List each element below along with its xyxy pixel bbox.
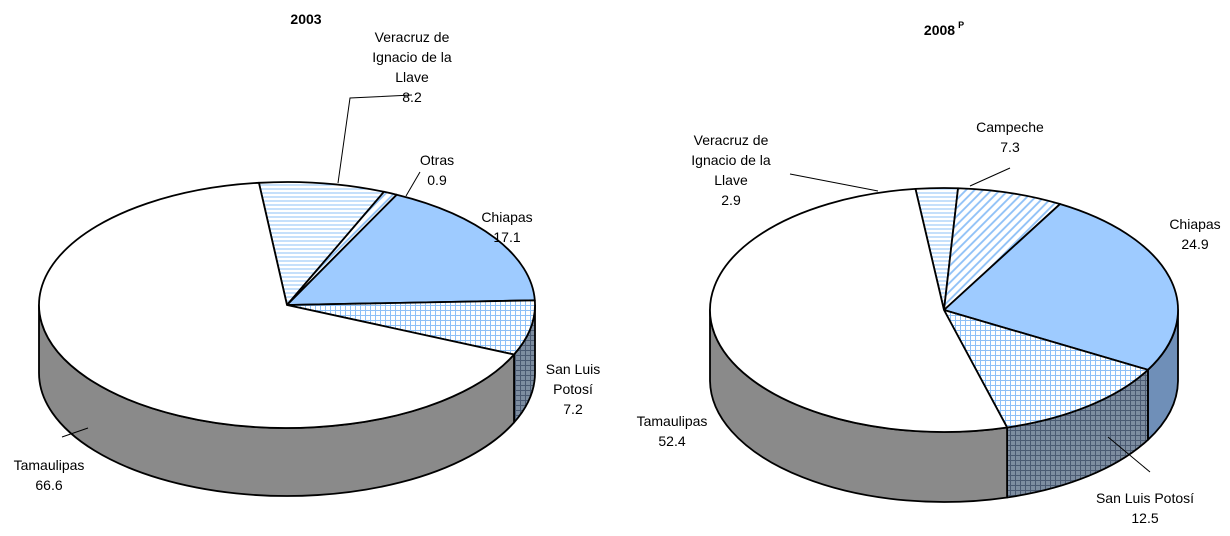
- pie-slice-tamaulipas: [38, 181, 515, 429]
- slice-value: 0.9: [427, 172, 447, 188]
- slice-label-campeche: Campeche 7.3: [976, 119, 1044, 155]
- slice-name: Llave: [714, 172, 748, 188]
- slice-value: 12.5: [1131, 510, 1158, 526]
- pie-slice-campeche: [943, 187, 1061, 311]
- slice-name: Otras: [420, 152, 454, 168]
- slice-name: San Luis: [546, 361, 600, 377]
- slice-name: Tamaulipas: [637, 413, 708, 429]
- slice-name: Veracruz de: [375, 29, 450, 45]
- slice-value: 7.3: [1000, 139, 1020, 155]
- pie-slice-tamaulipas: [709, 188, 1008, 433]
- slice-name: Tamaulipas: [14, 457, 85, 473]
- slice-name: Potosí: [553, 381, 593, 397]
- pie-slice-san-luis-potosi: [943, 309, 1149, 429]
- pie-slice-san-luis-potosi: [286, 299, 536, 356]
- slice-name: Chiapas: [481, 209, 532, 225]
- chart-title: 2003: [290, 11, 321, 27]
- slice-value: 8.2: [402, 89, 422, 105]
- pie-slice-veracruz-de-ignacio-de-la-llave: [258, 181, 385, 306]
- leader-line-tamaulipas: [61, 427, 89, 438]
- pie-chart-2008: 2008 P Veracruz de Ignacio de la Llave 2.9 Ca…: [637, 20, 1221, 526]
- slice-name: Veracruz de: [694, 132, 769, 148]
- slice-label-tamaulipas: Tamaulipas 52.4: [637, 413, 708, 449]
- pie-slice-chiapas: [943, 203, 1179, 371]
- leader-line-otras: [405, 171, 421, 197]
- slice-value: 17.1: [493, 229, 520, 245]
- slice-label-veracruz-de-ignacio-de-la-llave: Veracruz de Ignacio de la Llave 8.2: [372, 29, 452, 105]
- slice-value: 2.9: [721, 192, 741, 208]
- slice-label-san-luis-potosi: San Luis Potosí 12.5: [1096, 490, 1194, 526]
- pie-chart-2003: 2003 Veracruz de Ignacio de la Llave 8.2 Otr…: [14, 11, 600, 497]
- slice-label-san-luis-potosi: San Luis Potosí 7.2: [546, 361, 600, 417]
- chart-title: 2008 P: [924, 20, 964, 38]
- slice-value: 66.6: [35, 477, 62, 493]
- slice-value: 7.2: [563, 401, 583, 417]
- leader-line-campeche: [969, 167, 1011, 187]
- pie-slice-chiapas: [286, 193, 536, 306]
- slice-value: 52.4: [658, 433, 685, 449]
- slice-value: 24.9: [1181, 236, 1208, 252]
- slice-name: Campeche: [976, 119, 1044, 135]
- slice-label-tamaulipas: Tamaulipas 66.6: [14, 457, 85, 493]
- slice-name: Ignacio de la: [691, 152, 771, 168]
- slice-label-chiapas: Chiapas 24.9: [1169, 216, 1220, 252]
- slice-label-chiapas: Chiapas 17.1: [481, 209, 532, 245]
- slice-label-veracruz-de-ignacio-de-la-llave: Veracruz de Ignacio de la Llave 2.9: [691, 132, 771, 208]
- leader-line-san-luis-potosi: [1107, 436, 1151, 473]
- slice-name: San Luis Potosí: [1096, 490, 1194, 506]
- slice-name: Chiapas: [1169, 216, 1220, 232]
- leader-line-veracruz-de-ignacio-de-la-llave: [337, 94, 413, 184]
- slice-name: Llave: [395, 69, 429, 85]
- slice-name: Ignacio de la: [372, 49, 452, 65]
- leader-line-veracruz-de-ignacio-de-la-llave: [789, 173, 879, 192]
- slice-label-otras: Otras 0.9: [420, 152, 454, 188]
